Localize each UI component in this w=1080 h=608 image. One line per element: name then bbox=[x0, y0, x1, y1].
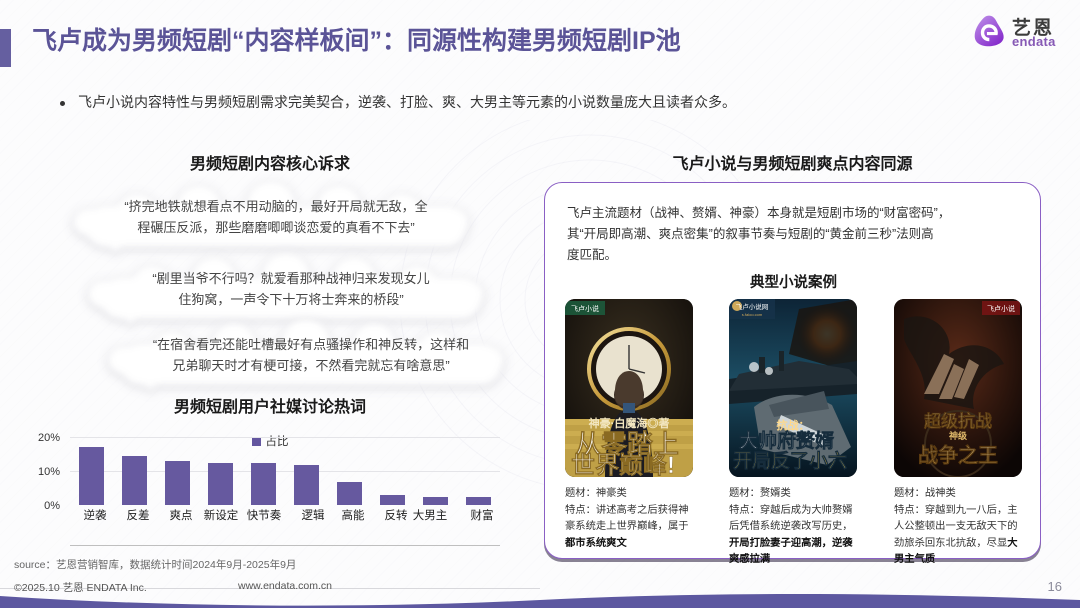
svg-text:抗战：: 抗战： bbox=[777, 418, 810, 432]
svg-text:开局反了小六: 开局反了小六 bbox=[733, 449, 847, 472]
svg-text:大帅府赘婿: 大帅府赘婿 bbox=[739, 429, 835, 452]
svg-text:世界巅峰!: 世界巅峰! bbox=[571, 451, 675, 477]
svg-text:超级抗战: 超级抗战 bbox=[924, 411, 992, 431]
svg-text:s.faloo.com: s.faloo.com bbox=[742, 312, 763, 317]
svg-text:神级: 神级 bbox=[949, 430, 968, 441]
svg-text:飞卢小说: 飞卢小说 bbox=[571, 304, 599, 313]
svg-text:飞卢小说: 飞卢小说 bbox=[987, 304, 1015, 313]
svg-text:神豪·白魔海◎著: 神豪·白魔海◎著 bbox=[589, 416, 670, 430]
svg-text:战争之王: 战争之王 bbox=[918, 443, 998, 467]
svg-text:飞卢小说网: 飞卢小说网 bbox=[736, 302, 769, 311]
